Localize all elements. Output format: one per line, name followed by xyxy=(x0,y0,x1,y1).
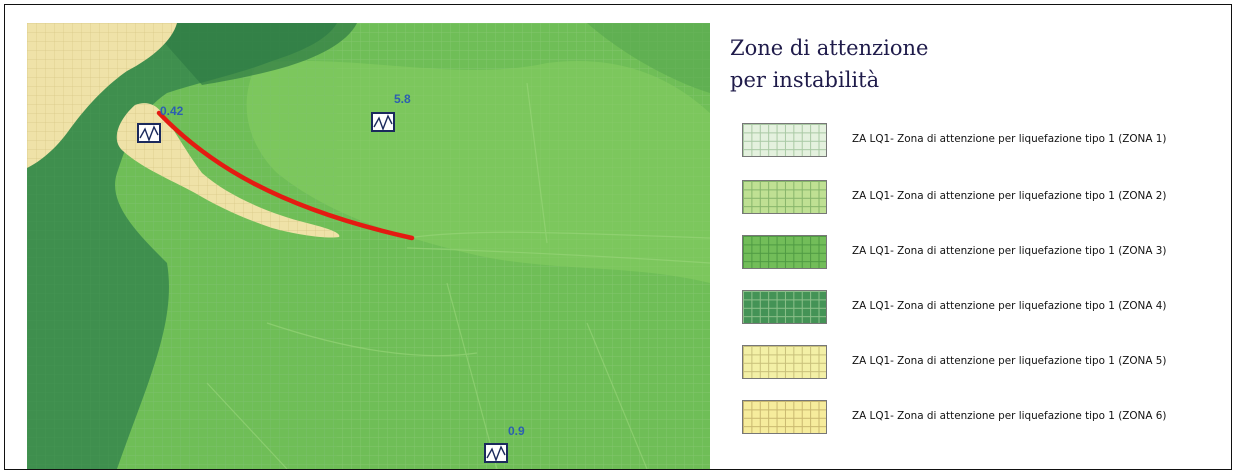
legend-title-line2: per instabilità xyxy=(730,68,880,92)
legend-item: ZA LQ1- Zona di attenzione per liquefazi… xyxy=(742,235,1222,271)
legend-label: ZA LQ1- Zona di attenzione per liquefazi… xyxy=(852,300,1167,312)
legend-item: ZA LQ1- Zona di attenzione per liquefazi… xyxy=(742,345,1222,381)
legend-swatch xyxy=(742,345,827,379)
figure-frame: 0.42 5.8 0.9 Zone di attenzione per inst… xyxy=(4,4,1232,470)
legend-swatch xyxy=(742,235,827,269)
legend-swatch xyxy=(742,400,827,434)
zone-2-area xyxy=(246,60,710,283)
legend-swatch xyxy=(742,123,827,157)
map-view[interactable]: 0.42 5.8 0.9 xyxy=(27,23,710,469)
legend-title: Zone di attenzione per instabilità xyxy=(730,32,928,96)
seismic-station-icon[interactable] xyxy=(371,112,395,132)
section-line xyxy=(156,110,415,241)
legend-label: ZA LQ1- Zona di attenzione per liquefazi… xyxy=(852,355,1167,367)
seismic-station-icon[interactable] xyxy=(484,443,508,463)
legend-item: ZA LQ1- Zona di attenzione per liquefazi… xyxy=(742,123,1222,159)
legend-swatch xyxy=(742,290,827,324)
legend-label: ZA LQ1- Zona di attenzione per liquefazi… xyxy=(852,190,1167,202)
station-value: 5.8 xyxy=(394,92,411,106)
legend-label: ZA LQ1- Zona di attenzione per liquefazi… xyxy=(852,245,1167,257)
station-value: 0.42 xyxy=(160,104,184,118)
seismic-station-icon[interactable] xyxy=(137,123,161,143)
legend-label: ZA LQ1- Zona di attenzione per liquefazi… xyxy=(852,133,1167,145)
station-value: 0.9 xyxy=(508,424,525,438)
legend-item: ZA LQ1- Zona di attenzione per liquefazi… xyxy=(742,290,1222,326)
legend-swatch xyxy=(742,180,827,214)
legend-title-line1: Zone di attenzione xyxy=(730,36,929,60)
legend-label: ZA LQ1- Zona di attenzione per liquefazi… xyxy=(852,410,1167,422)
legend-item: ZA LQ1- Zona di attenzione per liquefazi… xyxy=(742,400,1222,436)
legend-item: ZA LQ1- Zona di attenzione per liquefazi… xyxy=(742,180,1222,216)
